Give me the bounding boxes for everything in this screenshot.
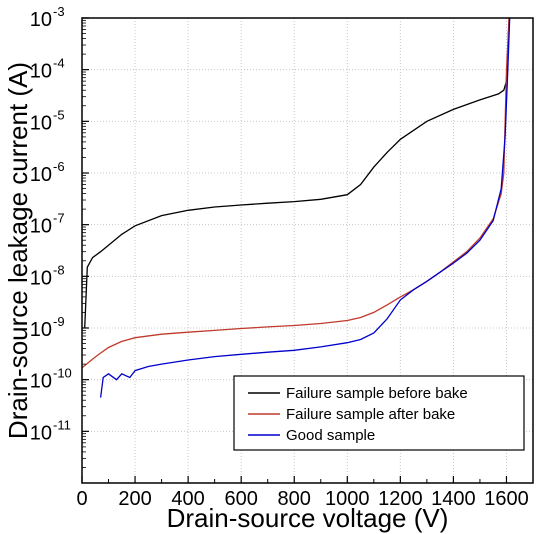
y-tick-exponent: -9: [53, 314, 65, 329]
x-tick-label: 400: [171, 488, 204, 510]
y-tick-label: 10: [30, 422, 52, 444]
y-axis-title: Drain-source leakage current (A): [3, 62, 33, 439]
plot-frame: [81, 17, 534, 484]
legend-label: Failure sample before bake: [286, 385, 468, 402]
series-line-1: [84, 18, 510, 329]
y-tick-label: 10: [30, 371, 52, 393]
legend-box: [233, 375, 525, 451]
x-axis-ticks: 0 200 400 600 800 1000 1200 1400 1600: [76, 476, 529, 510]
y-tick-exponent: -3: [53, 4, 65, 19]
legend: Failure sample before bake Failure sample…: [233, 375, 525, 451]
y-tick-exponent: -8: [53, 262, 65, 277]
series-line-2: [82, 18, 510, 369]
x-tick-label: 200: [118, 488, 151, 510]
y-tick-label: 10: [30, 164, 52, 186]
y-tick-label: 10: [30, 61, 52, 83]
y-tick-exponent: -4: [53, 56, 65, 71]
x-tick-label: 1600: [484, 488, 529, 510]
y-tick-label: 10: [30, 267, 52, 289]
y-tick-label: 10: [30, 112, 52, 134]
x-tick-label: 600: [224, 488, 257, 510]
y-tick-label: 10: [30, 9, 52, 31]
series-layer: [82, 18, 511, 398]
x-tick-label: 0: [76, 488, 87, 510]
x-tick-label: 800: [278, 488, 311, 510]
x-axis-title: Drain-source voltage (V): [167, 503, 449, 533]
y-tick-exponent: -11: [53, 417, 71, 432]
x-tick-label: 1400: [431, 488, 476, 510]
legend-label: Good sample: [286, 427, 375, 444]
series-line-3: [99, 18, 511, 398]
y-tick-label: 10: [30, 216, 52, 238]
y-tick-label: 10: [30, 319, 52, 341]
y-tick-exponent: -5: [53, 107, 65, 122]
legend-label: Failure sample after bake: [286, 406, 455, 423]
x-tick-label: 1000: [325, 488, 370, 510]
y-tick-exponent: -7: [53, 211, 65, 226]
x-tick-label: 1200: [378, 488, 423, 510]
y-tick-exponent: -6: [53, 159, 65, 174]
y-tick-exponent: -10: [53, 366, 72, 381]
